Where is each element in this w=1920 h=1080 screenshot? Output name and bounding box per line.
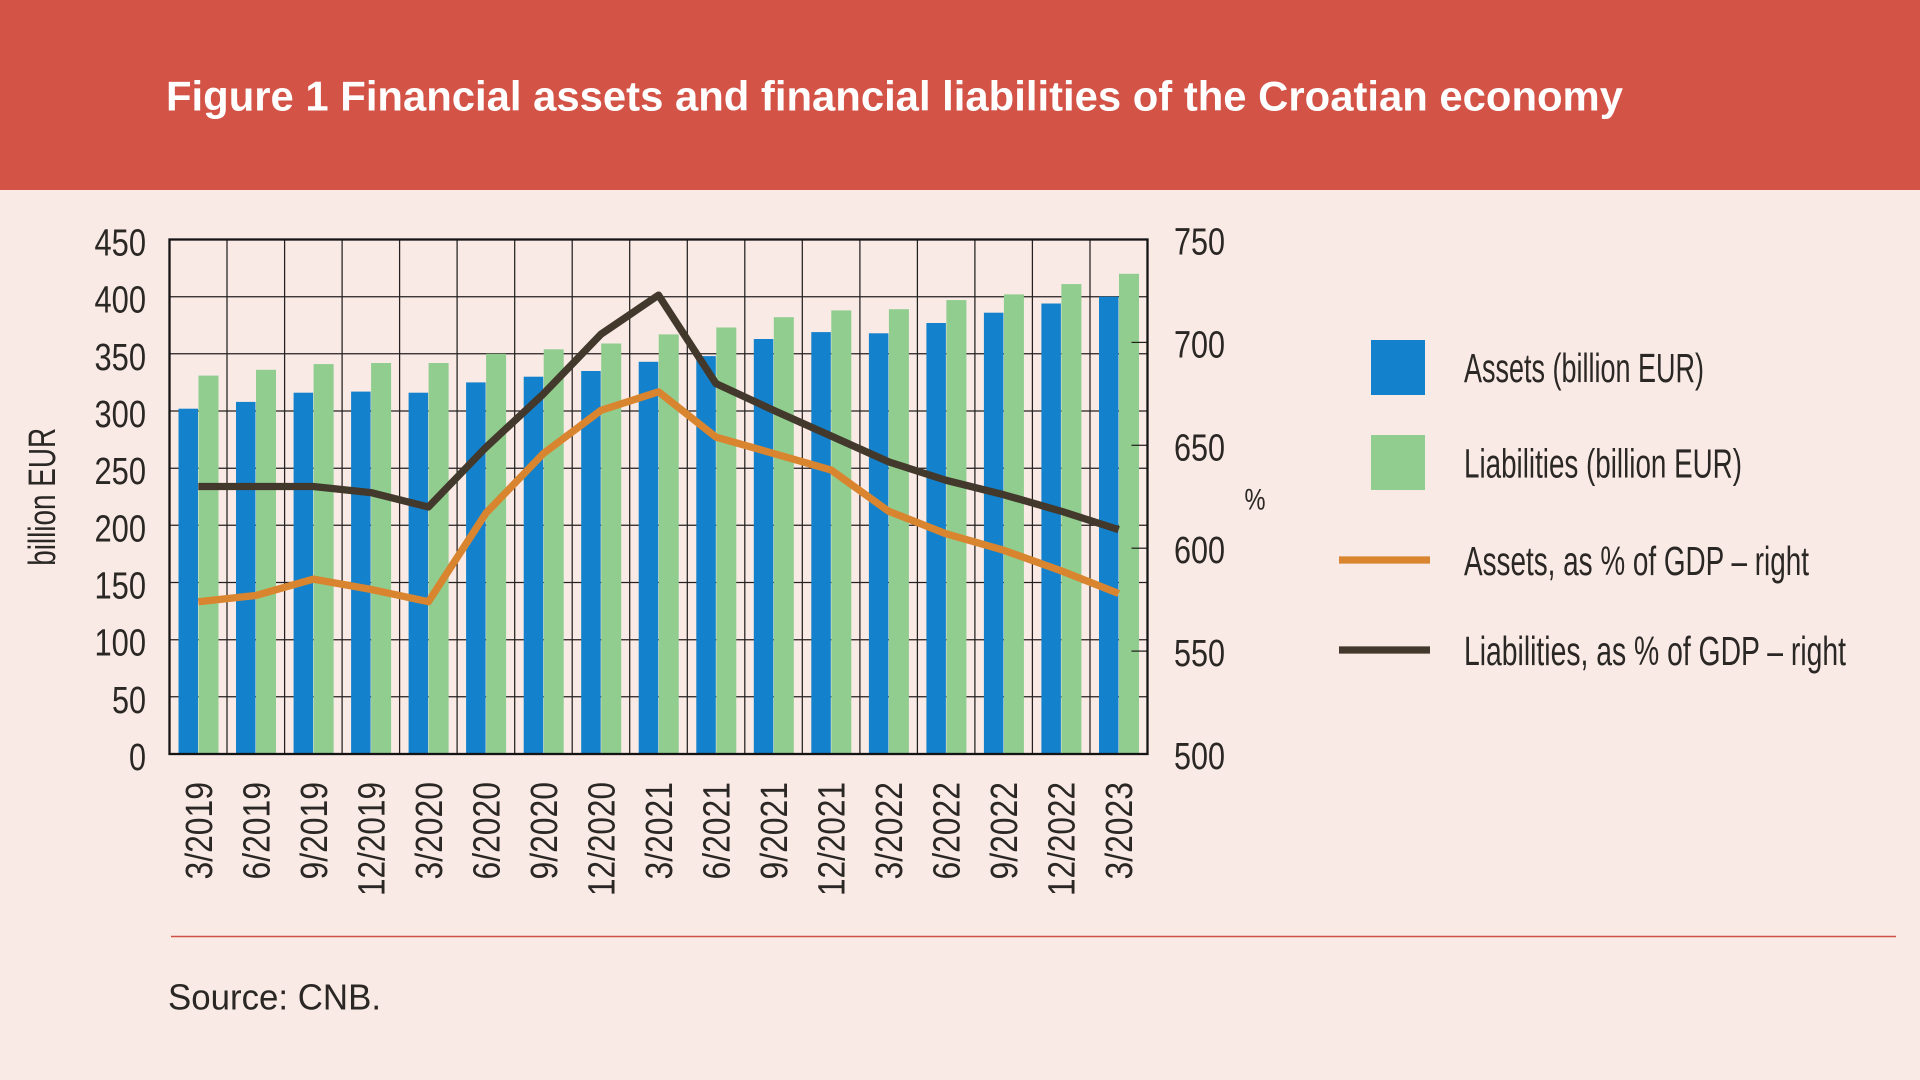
- svg-text:350: 350: [95, 337, 147, 379]
- svg-text:12/2022: 12/2022: [1042, 782, 1084, 896]
- svg-text:250: 250: [95, 451, 147, 493]
- svg-text:6/2021: 6/2021: [697, 782, 739, 880]
- svg-text:650: 650: [1174, 427, 1225, 469]
- svg-text:3/2023: 3/2023: [1099, 782, 1141, 880]
- svg-text:billion EUR: billion EUR: [22, 428, 64, 566]
- svg-text:3/2019: 3/2019: [179, 782, 221, 880]
- svg-text:Source: CNB.: Source: CNB.: [168, 977, 381, 1018]
- svg-text:Liabilities (billion EUR): Liabilities (billion EUR): [1464, 441, 1742, 487]
- svg-text:9/2021: 9/2021: [754, 782, 796, 880]
- svg-text:Figure 1 Financial assets and: Figure 1 Financial assets and financial …: [166, 73, 1624, 120]
- svg-text:3/2022: 3/2022: [869, 782, 911, 880]
- svg-text:6/2022: 6/2022: [927, 782, 969, 880]
- svg-text:9/2022: 9/2022: [984, 782, 1026, 880]
- svg-text:100: 100: [95, 623, 147, 665]
- svg-text:Assets, as % of GDP – right: Assets, as % of GDP – right: [1464, 538, 1809, 584]
- svg-text:%: %: [1245, 484, 1266, 517]
- svg-text:400: 400: [95, 280, 147, 322]
- svg-text:600: 600: [1174, 530, 1225, 572]
- svg-text:12/2020: 12/2020: [582, 782, 624, 896]
- svg-text:9/2019: 9/2019: [294, 782, 336, 880]
- svg-text:300: 300: [95, 394, 147, 436]
- svg-text:Liabilities, as % of GDP – rig: Liabilities, as % of GDP – right: [1464, 628, 1846, 674]
- svg-text:3/2020: 3/2020: [409, 782, 451, 880]
- svg-text:9/2020: 9/2020: [524, 782, 566, 880]
- svg-text:6/2020: 6/2020: [466, 782, 508, 880]
- svg-text:12/2019: 12/2019: [351, 782, 393, 896]
- svg-text:150: 150: [95, 566, 147, 608]
- svg-text:Assets (billion EUR): Assets (billion EUR): [1464, 345, 1704, 391]
- svg-text:6/2019: 6/2019: [236, 782, 278, 880]
- svg-text:500: 500: [1174, 736, 1225, 778]
- svg-text:750: 750: [1174, 222, 1225, 264]
- svg-text:50: 50: [112, 680, 146, 722]
- svg-text:450: 450: [95, 223, 147, 265]
- svg-text:200: 200: [95, 508, 147, 550]
- svg-text:550: 550: [1174, 633, 1225, 675]
- svg-text:12/2021: 12/2021: [812, 782, 854, 896]
- svg-text:0: 0: [129, 737, 146, 779]
- svg-text:3/2021: 3/2021: [639, 782, 681, 880]
- svg-text:700: 700: [1174, 324, 1225, 366]
